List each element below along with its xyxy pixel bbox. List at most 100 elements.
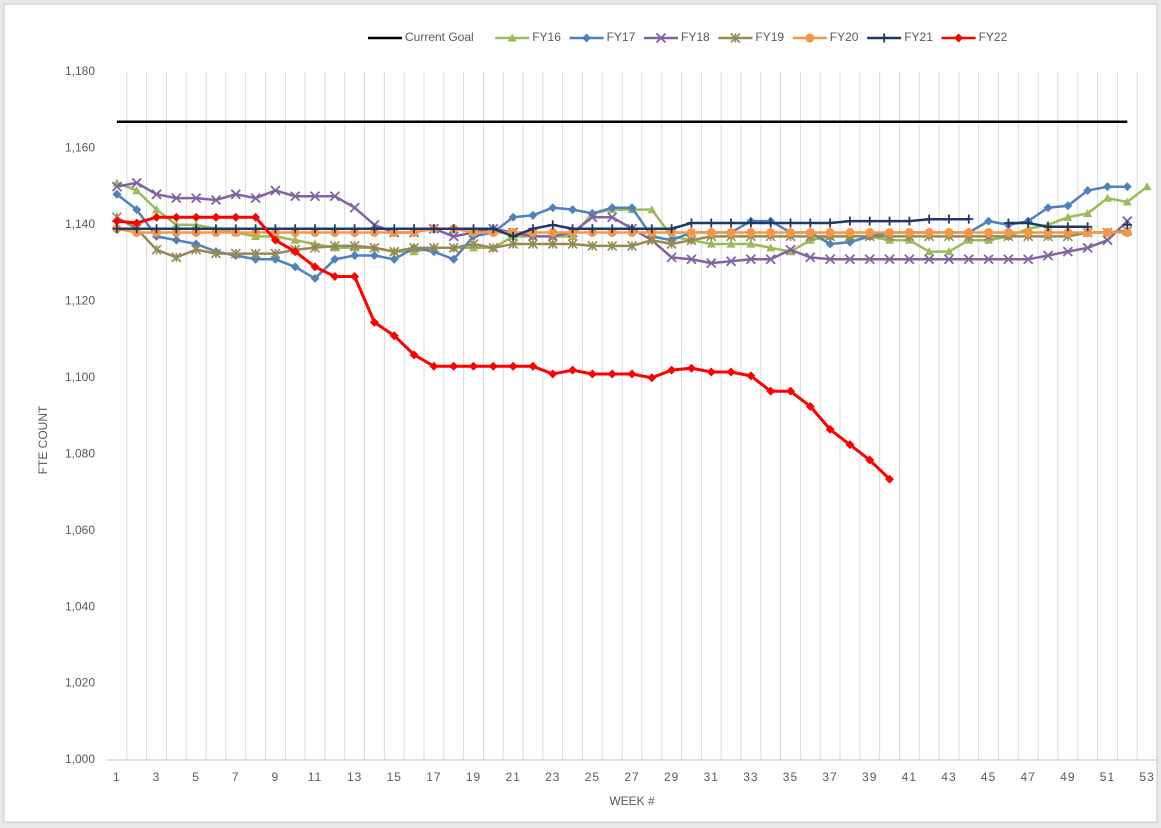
marker — [310, 273, 320, 283]
y-tick-label: 1,080 — [65, 446, 95, 460]
marker — [686, 228, 696, 238]
marker — [1122, 182, 1132, 192]
marker — [706, 257, 717, 269]
marker — [924, 228, 934, 238]
marker — [964, 214, 974, 224]
x-tick-label: 7 — [232, 770, 240, 784]
x-tick-label: 5 — [192, 770, 200, 784]
marker — [824, 254, 836, 265]
marker — [230, 189, 241, 200]
marker — [230, 248, 241, 259]
marker — [469, 361, 479, 371]
marker — [1063, 212, 1073, 221]
marker — [191, 224, 201, 234]
marker — [1122, 228, 1132, 238]
x-tick-label: 23 — [545, 770, 560, 784]
marker — [785, 218, 795, 228]
marker — [1083, 208, 1093, 218]
x-tick-label: 1 — [113, 770, 121, 784]
x-tick-label: 17 — [426, 770, 441, 784]
marker — [1083, 222, 1093, 232]
y-tick-label: 1,140 — [65, 217, 95, 231]
marker — [686, 235, 697, 246]
marker — [805, 218, 815, 228]
x-tick-label: 15 — [387, 770, 402, 784]
marker — [1102, 193, 1112, 202]
marker — [251, 212, 261, 222]
marker — [746, 228, 756, 238]
marker — [369, 250, 379, 260]
marker — [924, 254, 935, 265]
x-tick-label: 21 — [505, 770, 520, 784]
marker — [825, 424, 835, 434]
marker — [587, 212, 598, 223]
marker — [686, 254, 697, 265]
marker — [210, 194, 222, 206]
marker — [231, 212, 241, 222]
x-tick-label: 43 — [941, 770, 956, 784]
marker — [647, 224, 657, 234]
marker — [627, 224, 637, 234]
marker — [845, 440, 855, 450]
marker — [706, 367, 716, 377]
marker — [152, 205, 162, 214]
x-tick-label: 49 — [1060, 770, 1075, 784]
marker — [983, 254, 994, 265]
marker — [350, 224, 360, 234]
marker — [587, 369, 597, 379]
line — [116, 215, 891, 481]
marker — [607, 212, 618, 223]
marker — [785, 228, 795, 238]
marker — [211, 212, 221, 222]
y-tick-label: 1,160 — [65, 141, 95, 155]
marker — [944, 214, 954, 224]
marker — [627, 369, 637, 379]
marker — [429, 361, 439, 371]
marker — [210, 248, 222, 259]
marker — [607, 240, 618, 251]
marker — [706, 228, 716, 238]
marker — [350, 250, 360, 260]
marker — [310, 262, 320, 272]
marker — [270, 185, 281, 196]
x-tick-label: 39 — [862, 770, 877, 784]
marker — [766, 228, 776, 238]
marker — [805, 252, 816, 263]
marker — [369, 224, 379, 234]
marker — [409, 242, 420, 253]
marker — [508, 238, 519, 250]
marker — [428, 242, 439, 253]
marker — [924, 247, 934, 256]
marker — [845, 216, 855, 226]
marker — [1043, 203, 1053, 213]
marker — [607, 369, 617, 379]
marker — [448, 231, 459, 242]
x-tick-label: 47 — [1021, 770, 1036, 784]
marker — [290, 191, 301, 202]
marker — [844, 254, 856, 265]
marker — [1122, 197, 1132, 206]
y-tick-label: 1,020 — [65, 676, 95, 690]
marker — [1063, 201, 1073, 211]
marker — [726, 228, 736, 238]
marker — [667, 365, 677, 375]
marker — [1023, 228, 1033, 238]
marker — [309, 242, 321, 253]
marker — [547, 238, 558, 250]
x-tick-label: 27 — [624, 770, 639, 784]
marker — [507, 33, 517, 42]
marker — [508, 231, 518, 241]
marker — [1063, 222, 1073, 232]
y-tick-label: 1,180 — [65, 64, 95, 78]
marker — [607, 203, 617, 213]
marker — [389, 331, 399, 341]
marker — [865, 216, 875, 226]
marker — [1043, 228, 1053, 238]
marker — [527, 238, 539, 250]
marker — [666, 252, 677, 263]
line — [116, 227, 1128, 234]
marker — [879, 33, 889, 43]
x-tick-label: 37 — [822, 770, 837, 784]
marker — [329, 191, 340, 202]
marker — [1083, 185, 1093, 195]
